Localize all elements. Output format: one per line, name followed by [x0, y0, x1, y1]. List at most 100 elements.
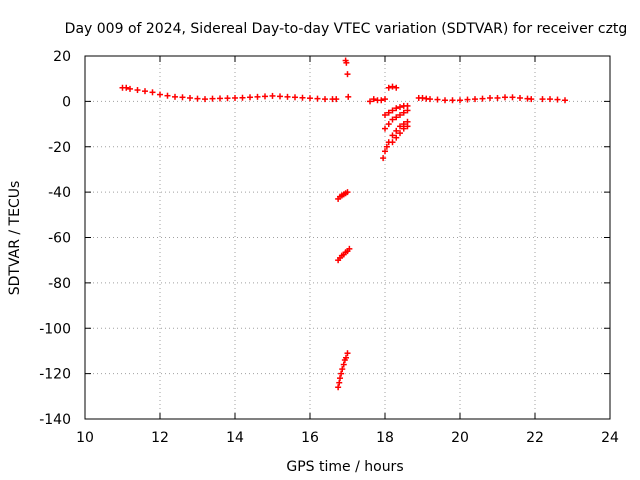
data-point [487, 94, 493, 101]
data-point [397, 111, 403, 118]
data-point [427, 96, 433, 103]
data-point [393, 127, 400, 134]
data-point [314, 95, 321, 102]
data-point [562, 97, 568, 104]
data-point [547, 96, 553, 103]
y-tick-label: 0 [62, 94, 71, 110]
data-point [434, 96, 441, 103]
data-point [528, 96, 535, 103]
data-point [385, 109, 392, 116]
data-point [380, 155, 387, 162]
data-point [404, 102, 411, 109]
data-point [344, 71, 351, 78]
data-point [345, 93, 352, 100]
data-point [397, 104, 403, 111]
chart-title: Day 009 of 2024, Sidereal Day-to-day VTE… [65, 21, 628, 37]
data-point [389, 83, 396, 90]
data-point [400, 109, 407, 116]
y-tick-label: -40 [48, 185, 71, 201]
y-tick-label: -60 [48, 231, 71, 247]
x-tick-label: 16 [301, 430, 319, 446]
data-point [202, 96, 208, 103]
data-point [335, 384, 342, 391]
data-point [284, 93, 291, 100]
data-point [479, 95, 486, 102]
data-point [382, 96, 388, 103]
data-point [502, 94, 508, 101]
data-point [389, 132, 396, 139]
y-tick-label: -20 [48, 140, 71, 156]
y-tick-label: -120 [39, 367, 71, 383]
data-point [385, 121, 392, 128]
data-point [378, 97, 385, 104]
x-tick-label: 22 [526, 430, 544, 446]
data-point [224, 95, 231, 102]
x-tick-label: 20 [451, 430, 469, 446]
data-point [385, 84, 392, 91]
data-point [517, 94, 523, 101]
data-point [343, 59, 350, 66]
grid [85, 56, 610, 419]
data-point [179, 94, 186, 101]
data-point [172, 93, 178, 100]
data-point [187, 94, 193, 101]
data-point [397, 130, 403, 137]
data-point [127, 85, 133, 92]
data-point [269, 92, 276, 99]
data-point [247, 94, 253, 101]
data-point [367, 98, 373, 105]
x-tick-label: 14 [226, 430, 244, 446]
data-point [382, 111, 388, 118]
data-point [457, 97, 463, 104]
data-point [134, 87, 141, 94]
data-point [142, 88, 148, 95]
data-point [397, 123, 403, 130]
data-point [277, 93, 283, 100]
data-point [472, 96, 478, 103]
data-point [322, 96, 328, 103]
data-point [464, 96, 471, 103]
axes [84, 55, 611, 420]
y-tick-label: -100 [39, 321, 71, 337]
data-point [307, 95, 313, 102]
data-point [389, 107, 396, 114]
data-point [344, 189, 351, 196]
data-point [389, 116, 396, 123]
x-ticks: 10 12 14 16 18 20 22 24 [76, 56, 619, 446]
data-point [149, 89, 156, 96]
data-point [346, 245, 353, 252]
data-point [194, 95, 201, 102]
data-point [232, 94, 238, 101]
x-tick-label: 10 [76, 430, 94, 446]
data-point [343, 354, 349, 361]
data-point [382, 148, 388, 155]
plot-frame [84, 55, 611, 420]
data-point [333, 96, 340, 103]
data-point [404, 123, 411, 130]
data-point [370, 96, 377, 103]
y-tick-label: 20 [53, 49, 71, 65]
data-point [254, 93, 261, 100]
data-point [217, 95, 223, 102]
data-point [382, 125, 388, 132]
data-point [393, 134, 400, 141]
data-point [449, 97, 456, 104]
data-point [337, 375, 343, 382]
x-tick-label: 18 [376, 430, 394, 446]
y-axis-label: SDTVAR / TECUs [7, 181, 23, 296]
data-point [442, 97, 448, 104]
data-point [164, 92, 171, 99]
y-ticks: -140 -120 -100 -80 -60 -40 -20 0 20 [39, 49, 610, 428]
data-point [509, 94, 516, 101]
data-point [389, 139, 396, 146]
x-axis-label: GPS time / hours [286, 459, 403, 475]
x-tick-label: 12 [151, 430, 169, 446]
data-point [400, 125, 407, 132]
data-point [393, 114, 400, 121]
data-point [262, 93, 268, 100]
data-points [119, 57, 568, 391]
data-point [299, 94, 306, 101]
data-point [239, 94, 246, 101]
y-tick-label: -140 [39, 412, 71, 428]
